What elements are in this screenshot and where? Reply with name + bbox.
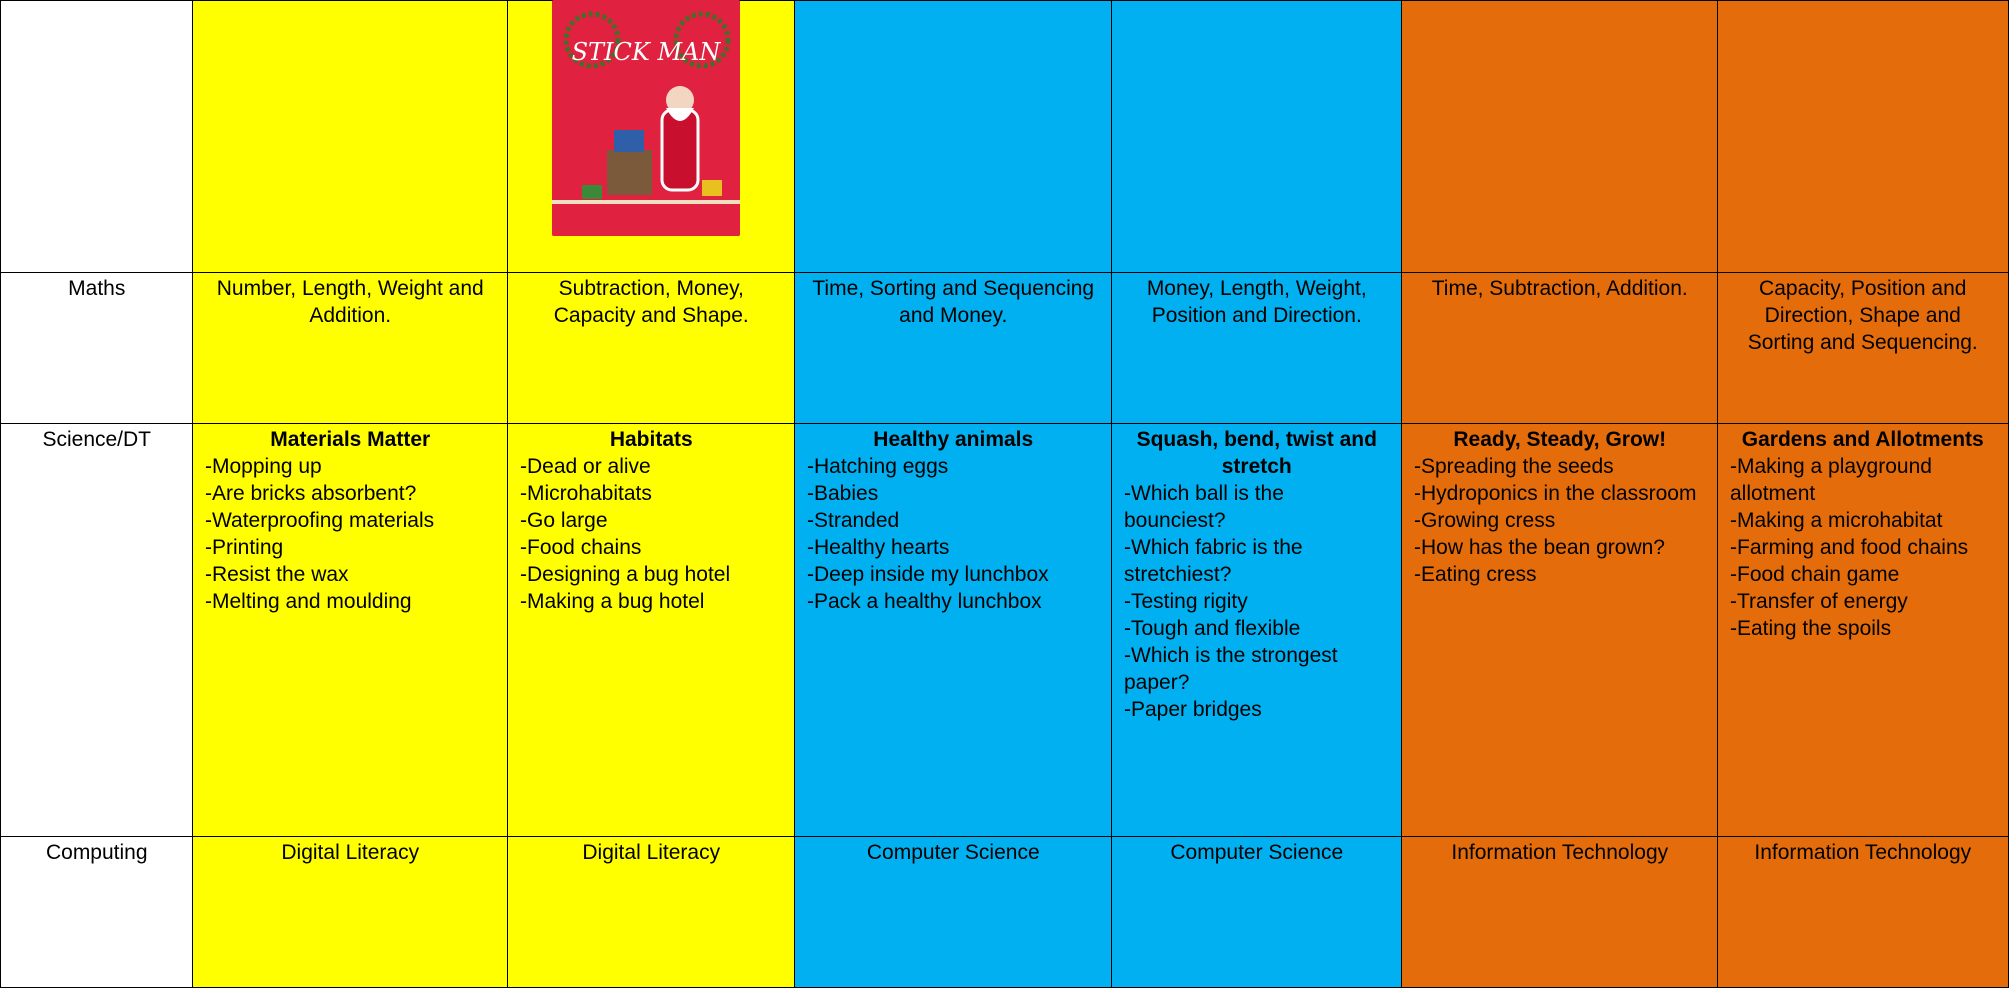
- topic-item: -Hydroponics in the classroom: [1414, 482, 1697, 505]
- table-cell: Time, Sorting and Sequencing and Money.: [794, 272, 1113, 425]
- table-cell: Number, Length, Weight and Addition.: [192, 272, 509, 425]
- cell-text: Computer Science: [866, 841, 1040, 864]
- table-cell: [1401, 0, 1719, 274]
- cell-text: Time, Sorting and Sequencing and Money.: [812, 277, 1095, 327]
- table-cell: Squash, bend, twist and stretch -Which ba…: [1111, 423, 1403, 838]
- topic-heading: Gardens and Allotments: [1741, 428, 1984, 451]
- table-cell: Information Technology: [1717, 836, 2009, 988]
- topic-item: -Growing cress: [1414, 509, 1556, 532]
- table-cell: Ready, Steady, Grow! -Spreading the seeds…: [1401, 423, 1719, 838]
- table-cell: Information Technology: [1401, 836, 1719, 988]
- cell-text: Money, Length, Weight, Position and Dire…: [1146, 277, 1367, 327]
- topic-item: -Are bricks absorbent?: [205, 482, 417, 505]
- topic-item: -Making a microhabitat: [1730, 509, 1943, 532]
- table-cell: Habitats -Dead or alive -Microhabitats -Go …: [507, 423, 796, 838]
- topic-item: -Spreading the seeds: [1414, 455, 1614, 478]
- cell-text: Information Technology: [1754, 841, 1972, 864]
- topic-item: -Deep inside my lunchbox: [807, 563, 1049, 586]
- cell-text: Capacity, Position and Direction, Shape …: [1747, 277, 1978, 354]
- table-cell: Computer Science: [794, 836, 1113, 988]
- table-cell: Maths: [0, 272, 194, 425]
- topic-item: -Go large: [520, 509, 608, 532]
- cell-text: Computer Science: [1170, 841, 1344, 864]
- table-cell: Gardens and Allotments -Making a playgrou…: [1717, 423, 2009, 838]
- topic-heading: Healthy animals: [873, 428, 1034, 451]
- topic-item: -Microhabitats: [520, 482, 652, 505]
- topic-item: -Melting and moulding: [205, 590, 412, 613]
- table-cell: Materials Matter -Mopping up -Are bricks a…: [192, 423, 509, 838]
- topic-item: -Transfer of energy: [1730, 590, 1908, 613]
- table-cell: Science/DT: [0, 423, 194, 838]
- row-label: Computing: [45, 841, 148, 864]
- table-cell: Computer Science: [1111, 836, 1403, 988]
- topic-item: -Which is the strongest paper?: [1124, 644, 1338, 694]
- topic-item: -Which ball is the bounciest?: [1124, 482, 1284, 532]
- row-label: Maths: [68, 277, 126, 300]
- topic-item: -Printing: [205, 536, 284, 559]
- topic-item: -Babies: [807, 482, 879, 505]
- cell-text: Time, Subtraction, Addition.: [1431, 277, 1688, 300]
- topic-item: -Mopping up: [205, 455, 322, 478]
- topic-item: -Food chain game: [1730, 563, 1900, 586]
- topic-item: -Waterproofing materials: [205, 509, 435, 532]
- cell-text: Digital Literacy: [281, 841, 420, 864]
- topic-heading: Ready, Steady, Grow!: [1453, 428, 1667, 451]
- topic-item: -Making a bug hotel: [520, 590, 705, 613]
- topic-item: -Eating the spoils: [1730, 617, 1892, 640]
- cell-text: Number, Length, Weight and Addition.: [216, 277, 484, 327]
- cell-text: Information Technology: [1451, 841, 1669, 864]
- topic-item: -How has the bean grown?: [1414, 536, 1665, 559]
- row-label: Science/DT: [42, 428, 152, 451]
- topic-item: -Which fabric is the stretchiest?: [1124, 536, 1303, 586]
- table-cell: Digital Literacy: [192, 836, 509, 988]
- table-cell: Digital Literacy: [507, 836, 796, 988]
- topic-heading: Squash, bend, twist and stretch: [1136, 428, 1377, 478]
- topic-item: -Tough and flexible: [1124, 617, 1301, 640]
- topic-item: -Eating cress: [1414, 563, 1537, 586]
- book-cover: STICK MAN: [552, 0, 740, 236]
- table-cell: [1111, 0, 1403, 274]
- table-cell: Healthy animals -Hatching eggs -Babies -Str…: [794, 423, 1113, 838]
- topic-item: -Pack a healthy lunchbox: [807, 590, 1042, 613]
- topic-item: -Food chains: [520, 536, 642, 559]
- topic-heading: Materials Matter: [270, 428, 431, 451]
- topic-item: -Making a playground allotment: [1730, 455, 1932, 505]
- table-cell: Subtraction, Money, Capacity and Shape.: [507, 272, 796, 425]
- table-cell: Money, Length, Weight, Position and Dire…: [1111, 272, 1403, 425]
- table-cell: Computing: [0, 836, 194, 988]
- table-cell: [794, 0, 1113, 274]
- topic-item: -Resist the wax: [205, 563, 349, 586]
- topic-heading: Habitats: [609, 428, 693, 451]
- topic-item: -Stranded: [807, 509, 900, 532]
- cell-text: Digital Literacy: [582, 841, 721, 864]
- table-cell: Time, Subtraction, Addition.: [1401, 272, 1719, 425]
- table-cell: Capacity, Position and Direction, Shape …: [1717, 272, 2009, 425]
- topic-item: -Testing rigity: [1124, 590, 1248, 613]
- table-cell: [1717, 0, 2009, 274]
- topic-item: -Designing a bug hotel: [520, 563, 731, 586]
- topic-item: -Dead or alive: [520, 455, 651, 478]
- cell-text: Subtraction, Money, Capacity and Shape.: [553, 277, 749, 327]
- topic-item: -Farming and food chains: [1730, 536, 1969, 559]
- table-cell: [192, 0, 509, 274]
- topic-item: -Hatching eggs: [807, 455, 949, 478]
- topic-item: -Healthy hearts: [807, 536, 950, 559]
- table-cell: [0, 0, 194, 274]
- topic-item: -Paper bridges: [1124, 698, 1262, 721]
- cover-title: STICK MAN: [572, 38, 722, 66]
